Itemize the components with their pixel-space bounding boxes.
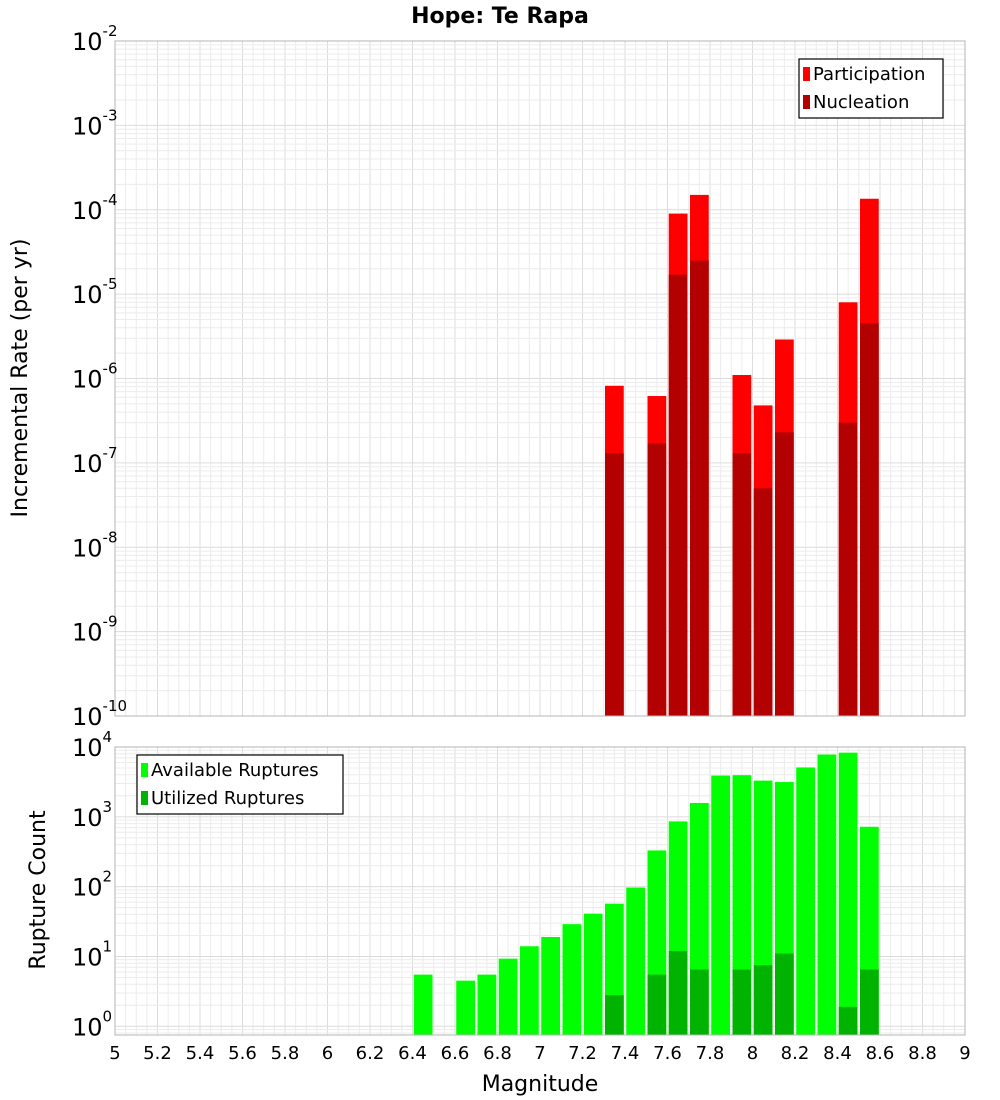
- x-tick-label: 7: [534, 1043, 545, 1064]
- x-tick-label: 5.2: [143, 1043, 172, 1064]
- count-legend-swatch: [141, 763, 148, 777]
- x-tick-label: 5: [109, 1043, 120, 1064]
- rate-bar-series2: [775, 432, 794, 716]
- bottom-y-axis-label: Rupture Count: [26, 810, 51, 970]
- x-tick-label: 6.6: [441, 1043, 470, 1064]
- top-y-axis-label: Incremental Rate (per yr): [8, 239, 33, 518]
- rate-bar-series2: [647, 443, 667, 716]
- count-bar-series1: [520, 946, 539, 1035]
- count-bar-series2: [775, 953, 794, 1035]
- count-bar-series1: [583, 913, 603, 1035]
- x-tick-label: 6.2: [356, 1043, 385, 1064]
- x-tick-label: 8.6: [866, 1043, 895, 1064]
- chart-title: Hope: Te Rapa: [411, 4, 589, 29]
- rate-y-tick-label: 10-2: [72, 22, 118, 56]
- count-legend-swatch: [141, 791, 148, 805]
- count-bar-series1: [456, 980, 475, 1035]
- rate-bar-series2: [732, 453, 752, 716]
- rate-bar-series2: [690, 260, 709, 716]
- x-tick-label: 6.4: [398, 1043, 427, 1064]
- x-tick-label: 8.2: [781, 1043, 810, 1064]
- rate-y-tick-label: 10-5: [72, 275, 118, 309]
- x-tick-label: 9: [959, 1043, 970, 1064]
- rate-legend-label: Nucleation: [813, 92, 909, 113]
- x-tick-label: 6.8: [483, 1043, 512, 1064]
- rupture-count-plot: 100 101 102 103 104 5 5.2 5.4 5.6 5.8 6 6.2 6.4 6.6 6.…: [72, 728, 971, 1064]
- count-y-tick-label: 101: [72, 937, 112, 971]
- count-bar-series1: [711, 775, 730, 1035]
- count-bar-series1: [477, 974, 497, 1035]
- count-bar-series2: [605, 995, 624, 1035]
- count-y-tick-label: 103: [72, 798, 112, 832]
- count-y-tick-label: 102: [72, 868, 112, 902]
- x-tick-label: 7.8: [696, 1043, 725, 1064]
- count-legend: [136, 754, 344, 815]
- rate-y-tick-label: 10-9: [72, 613, 118, 647]
- rate-y-tick-label: 10-8: [72, 528, 118, 562]
- rate-bar-series2: [605, 453, 624, 716]
- rate-legend-swatch: [803, 67, 810, 81]
- rate-y-tick-label: 10-3: [72, 106, 118, 140]
- count-legend-label: Utilized Ruptures: [151, 788, 304, 809]
- rate-y-tick-label: 10-10: [72, 697, 127, 731]
- count-bar-series2: [690, 969, 709, 1035]
- count-bar-series1: [562, 924, 582, 1035]
- x-tick-label: 7.2: [568, 1043, 597, 1064]
- x-tick-label: 7.4: [611, 1043, 640, 1064]
- rate-legend-swatch: [803, 95, 810, 109]
- x-tick-label: 8.8: [908, 1043, 937, 1064]
- rate-y-tick-label: 10-7: [72, 444, 118, 478]
- count-bar-series1: [838, 752, 858, 1035]
- count-bar-series1: [817, 754, 837, 1035]
- x-tick-label: 7.6: [653, 1043, 682, 1064]
- count-legend-label: Available Ruptures: [151, 760, 319, 781]
- x-tick-label: 5.8: [271, 1043, 300, 1064]
- x-axis-label: Magnitude: [482, 1072, 599, 1097]
- x-tick-label: 5.6: [228, 1043, 257, 1064]
- count-bar-series1: [498, 958, 518, 1035]
- rate-legend-label: Participation: [813, 64, 925, 85]
- count-y-tick-label: 100: [72, 1007, 112, 1041]
- rate-bar-series2: [753, 488, 773, 716]
- count-bar-series2: [732, 969, 752, 1035]
- count-bar-series2: [860, 969, 879, 1035]
- x-tick-label: 5.4: [186, 1043, 215, 1064]
- x-tick-label: 8.4: [823, 1043, 852, 1064]
- rate-y-tick-label: 10-6: [72, 360, 118, 394]
- count-bar-series2: [647, 974, 667, 1035]
- count-bar-series1: [626, 887, 645, 1035]
- x-tick-label: 6: [322, 1043, 333, 1064]
- count-bar-series2: [753, 965, 773, 1035]
- rate-bar-series2: [838, 422, 858, 716]
- count-bar-series2: [838, 1006, 858, 1035]
- count-bar-series1: [796, 767, 815, 1035]
- count-bar-series2: [668, 950, 688, 1035]
- rate-plot: 10-10 10-9 10-8 10-7 10-6 10-5 10-4 10-3 10-2 Par…: [72, 22, 966, 731]
- rate-y-tick-label: 10-4: [72, 191, 118, 225]
- count-bar-series1: [413, 974, 433, 1035]
- rate-bar-series2: [668, 274, 688, 716]
- count-bar-series1: [541, 937, 560, 1035]
- count-y-tick-label: 104: [72, 728, 112, 762]
- rate-bar-series2: [860, 323, 879, 716]
- x-tick-label: 8: [747, 1043, 758, 1064]
- rate-legend: [798, 58, 944, 119]
